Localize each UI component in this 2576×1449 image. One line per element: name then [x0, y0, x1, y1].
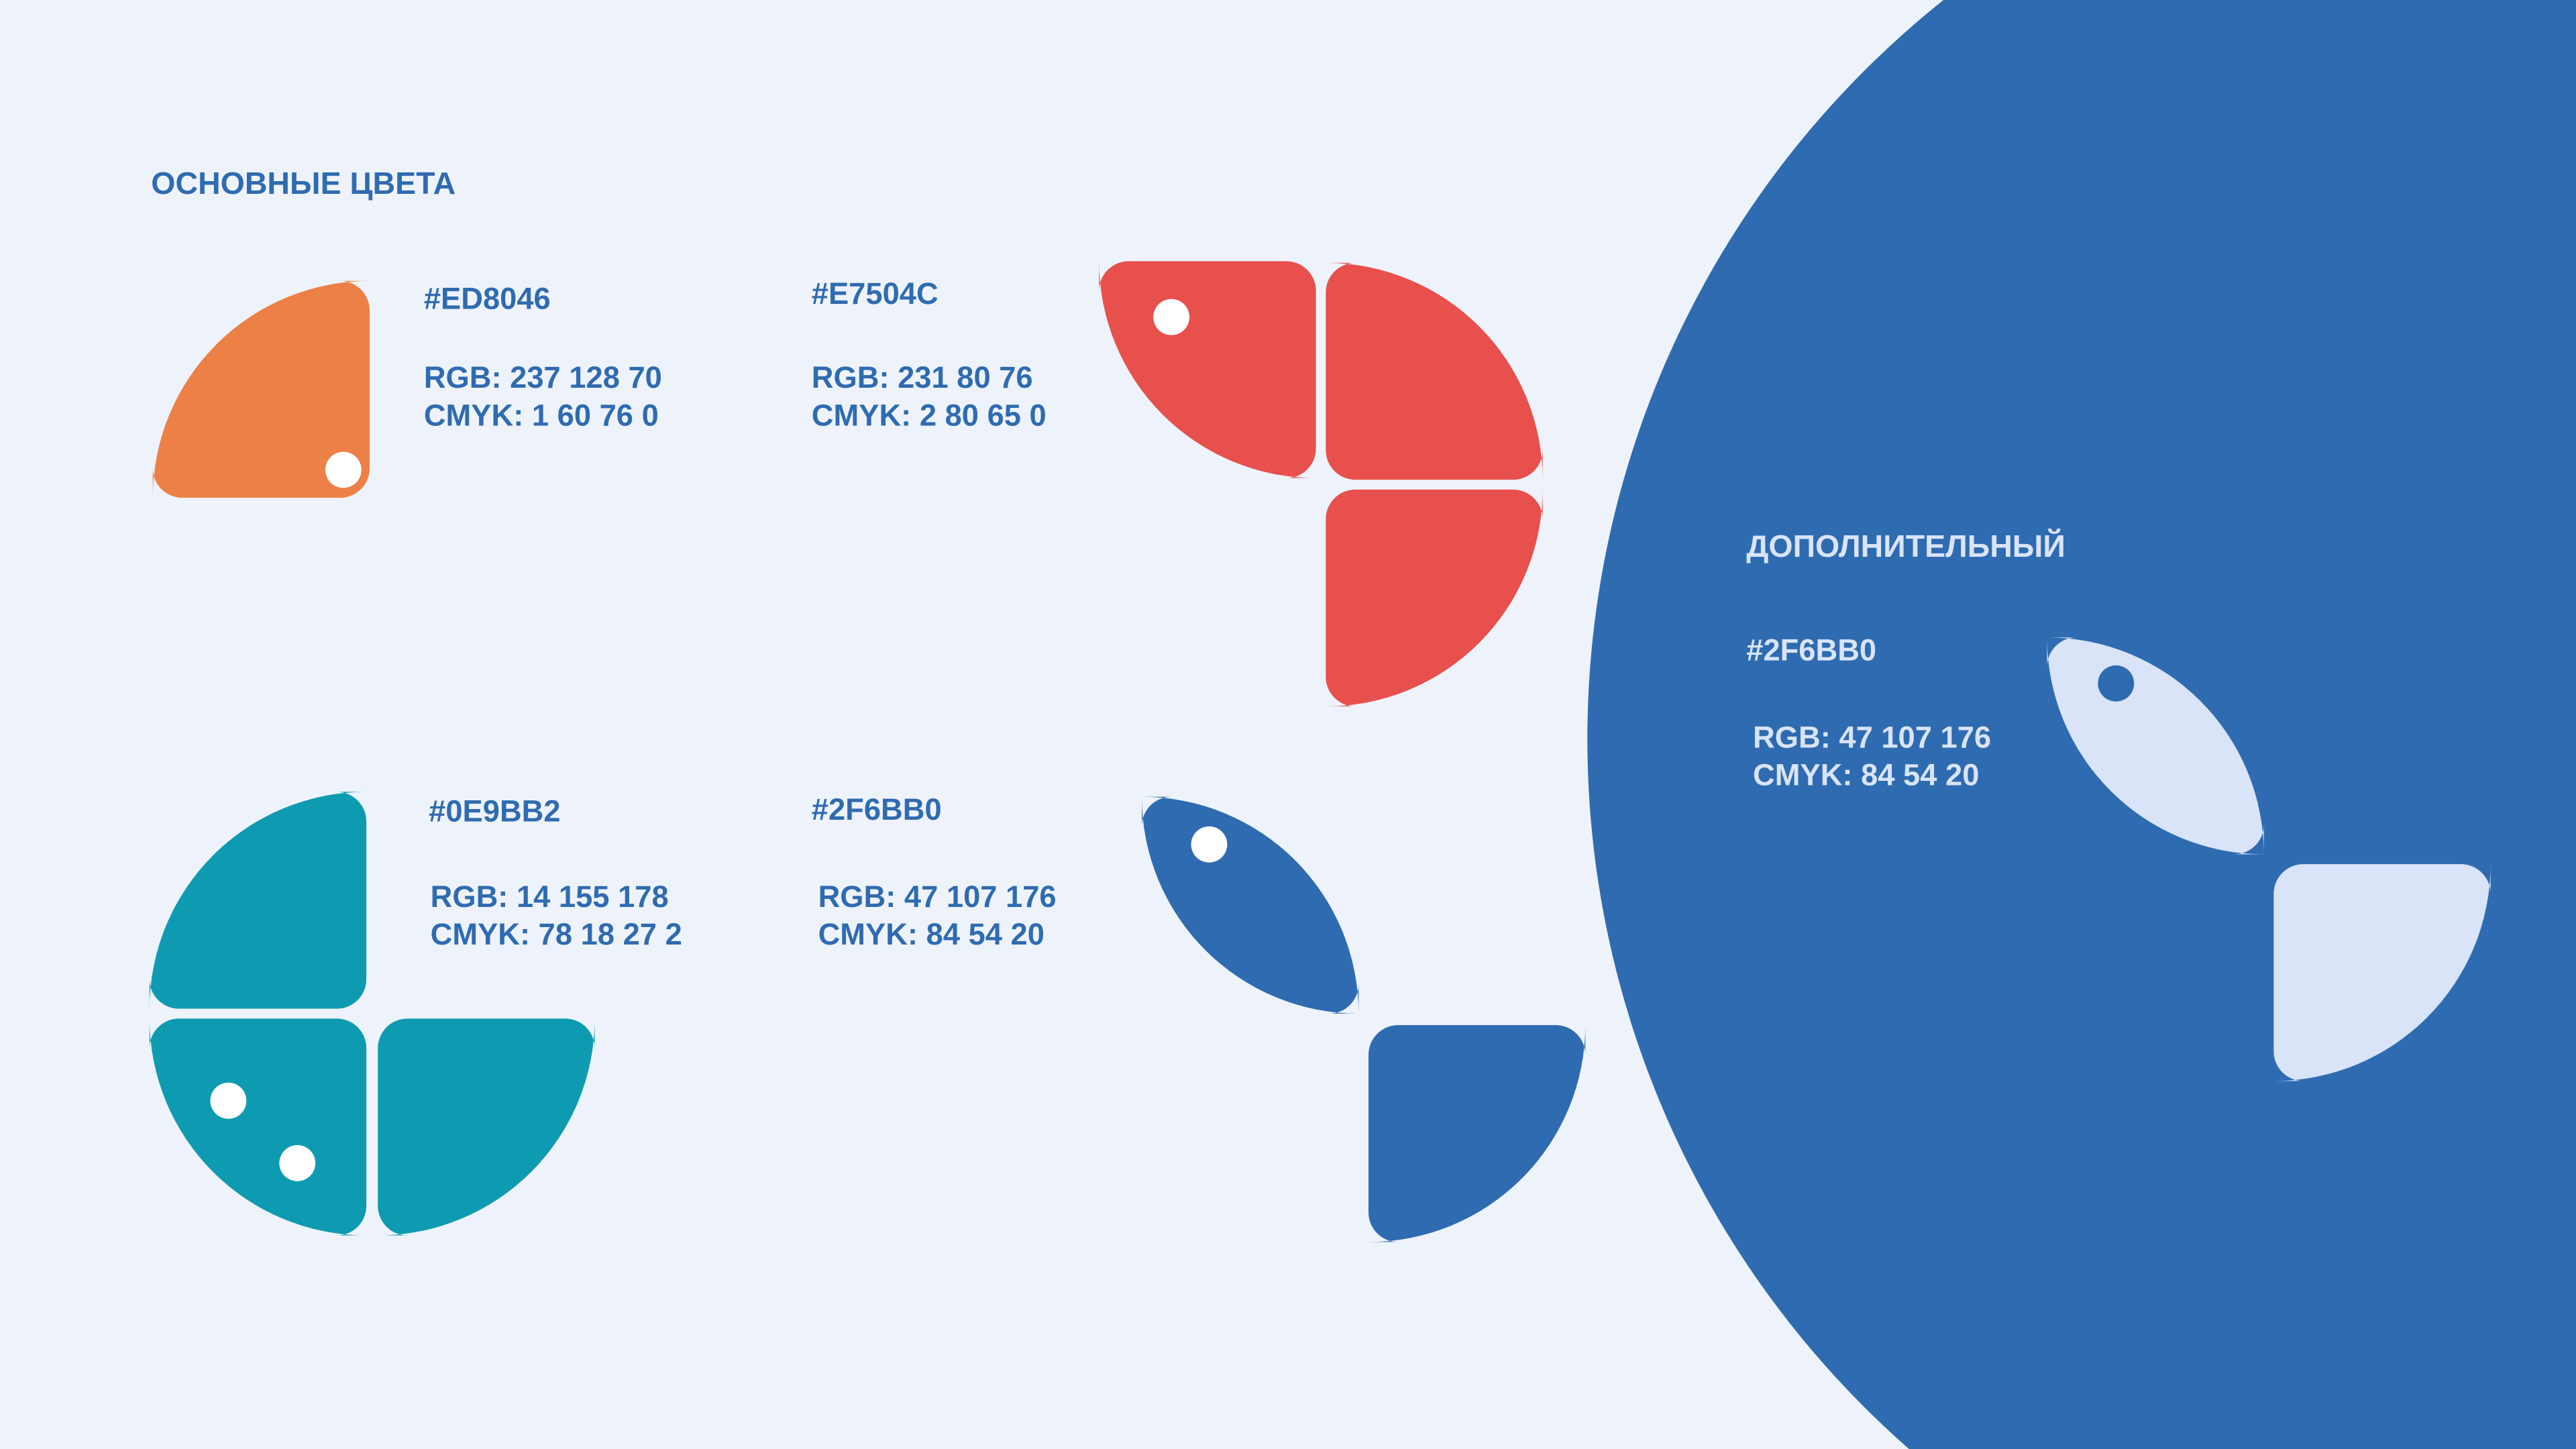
- red-cmyk: CMYK: 2 80 65 0: [812, 398, 1046, 432]
- red-petal-right: [1326, 262, 1543, 480]
- red-dot: [1153, 299, 1190, 335]
- secondary-hex: #2F6BB0: [1746, 633, 1876, 667]
- secondary-rgb: RGB: 47 107 176: [1753, 720, 1991, 754]
- teal-cmyk: CMYK: 78 18 27 2: [431, 917, 682, 951]
- teal-hex: #0E9BB2: [429, 794, 560, 828]
- teal-dot: [279, 1144, 316, 1181]
- secondary-title: ДОПОЛНИТЕЛЬНЫЙ: [1746, 529, 2065, 564]
- red-rgb: RGB: 231 80 76: [812, 360, 1033, 394]
- orange-rgb: RGB: 237 128 70: [424, 360, 662, 394]
- teal-dot: [210, 1082, 247, 1119]
- orange-cmyk: CMYK: 1 60 76 0: [424, 398, 659, 432]
- blue-cmyk: CMYK: 84 54 20: [818, 917, 1044, 951]
- red-petal-left: [1099, 261, 1316, 478]
- teal-petal-bottom-left: [149, 1018, 367, 1236]
- teal-petal-top: [149, 792, 367, 1009]
- teal-petal-bottom-right: [378, 1018, 595, 1236]
- teal-rgb: RGB: 14 155 178: [431, 879, 669, 914]
- secondary-cmyk: CMYK: 84 54 20: [1753, 758, 1979, 792]
- orange-hex: #ED8046: [424, 281, 551, 315]
- blue-petal: [1368, 1025, 1586, 1242]
- blue-rgb: RGB: 47 107 176: [818, 879, 1057, 914]
- light-petal: [2273, 864, 2491, 1081]
- blue-dot: [1191, 826, 1228, 863]
- red-hex: #E7504C: [812, 276, 938, 311]
- blue-hex: #2F6BB0: [812, 792, 942, 826]
- light-leaf-dot: [2098, 665, 2135, 702]
- red-petal-bottom: [1326, 489, 1543, 707]
- orange-petal: [152, 280, 370, 498]
- orange-dot: [325, 451, 362, 488]
- primary-colors-title: ОСНОВНЫЕ ЦВЕТА: [151, 166, 455, 201]
